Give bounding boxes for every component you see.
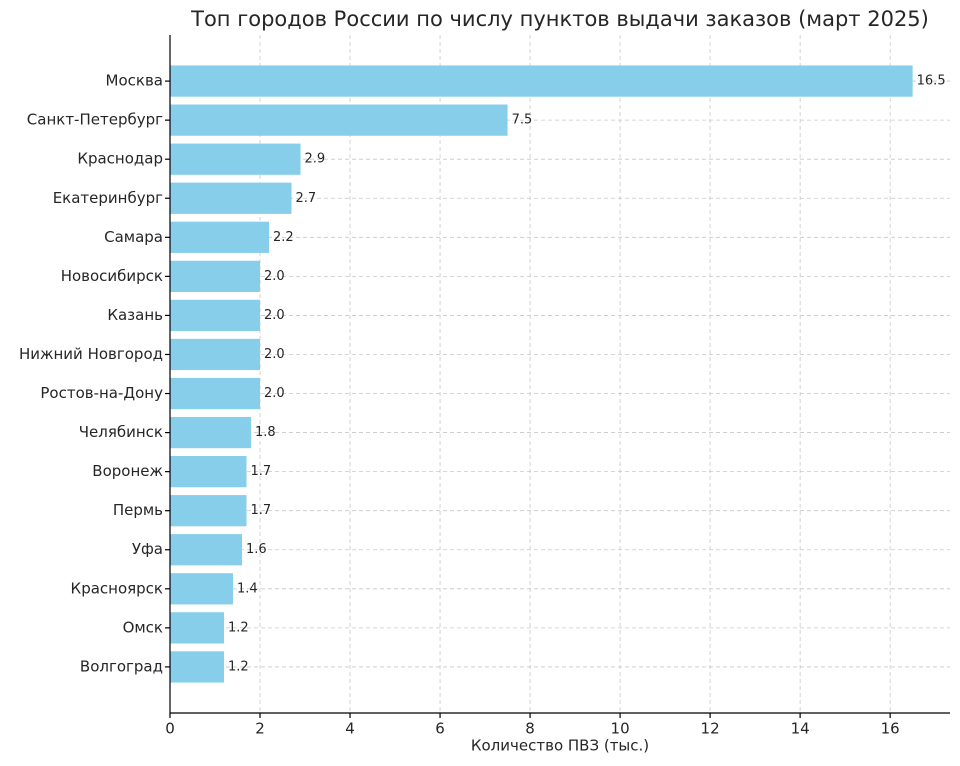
y-tick-label: Москва — [106, 72, 163, 90]
y-tick-label: Омск — [123, 618, 163, 636]
y-tick-label: Челябинск — [79, 423, 163, 441]
x-tick-label: 4 — [345, 720, 355, 738]
y-tick-label: Уфа — [132, 540, 163, 558]
y-tick-label: Казань — [107, 306, 163, 324]
value-label: 1.7 — [251, 464, 272, 479]
x-tick-label: 0 — [165, 720, 175, 738]
bar — [170, 612, 225, 644]
value-label: 1.2 — [228, 620, 249, 635]
bar — [170, 104, 508, 136]
x-axis-label: Количество ПВЗ (тыс.) — [471, 737, 649, 755]
bar — [170, 651, 225, 683]
x-tick-label: 16 — [881, 720, 900, 738]
y-tick-label: Волгоград — [80, 657, 163, 675]
y-tick-label: Краснодар — [77, 150, 163, 168]
value-label: 1.6 — [246, 542, 267, 557]
bar — [170, 143, 301, 175]
x-tick-label: 14 — [791, 720, 810, 738]
value-label: 2.2 — [273, 230, 294, 245]
y-tick-label: Санкт-Петербург — [27, 111, 163, 129]
y-tick-label: Нижний Новгород — [19, 345, 163, 363]
y-tick-label: Воронеж — [92, 462, 163, 480]
y-tick-label: Ростов-на-Дону — [40, 384, 163, 402]
x-tick-label: 2 — [255, 720, 265, 738]
value-label: 1.7 — [251, 503, 272, 518]
bar — [170, 456, 247, 488]
value-label: 1.2 — [228, 659, 249, 674]
value-label: 1.8 — [255, 425, 276, 440]
bar — [170, 377, 261, 410]
y-tick-label: Самара — [104, 228, 163, 246]
x-tick-label: 12 — [701, 720, 720, 738]
bar — [170, 299, 261, 332]
y-tick-label: Пермь — [113, 501, 163, 519]
value-label: 2.0 — [264, 347, 285, 362]
bar — [170, 338, 261, 371]
value-label: 7.5 — [512, 113, 533, 128]
y-tick-label: Новосибирск — [61, 267, 163, 285]
bar — [170, 182, 292, 214]
value-label: 1.4 — [237, 581, 258, 596]
value-label: 16.5 — [917, 74, 946, 89]
value-label: 2.0 — [264, 269, 285, 284]
bar — [170, 221, 270, 253]
x-tick-label: 6 — [435, 720, 445, 738]
bar — [170, 65, 913, 97]
bar — [170, 260, 261, 292]
y-tick-label: Красноярск — [71, 579, 163, 597]
value-label: 2.7 — [296, 191, 317, 206]
bar — [170, 534, 243, 566]
bar — [170, 495, 247, 527]
y-tick-label: Екатеринбург — [53, 189, 163, 207]
x-tick-label: 8 — [525, 720, 535, 738]
chart-title: Топ городов России по числу пунктов выда… — [190, 7, 929, 31]
value-label: 2.0 — [264, 308, 285, 323]
x-tick-label: 10 — [611, 720, 630, 738]
bar — [170, 416, 252, 449]
value-label: 2.0 — [264, 386, 285, 401]
bar — [170, 573, 234, 605]
value-label: 2.9 — [305, 152, 326, 167]
